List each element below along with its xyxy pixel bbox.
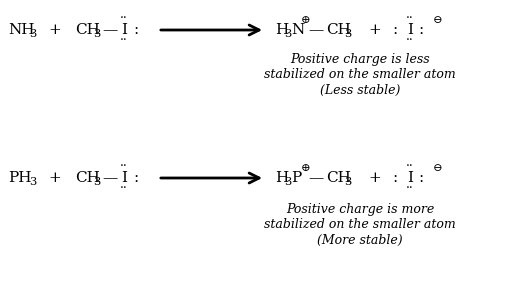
Text: ··: ·· [406,35,414,48]
Text: H: H [275,171,288,185]
Text: (Less stable): (Less stable) [320,84,400,97]
Text: :: : [133,171,138,185]
Text: I: I [121,23,127,37]
Text: NH: NH [8,23,34,37]
Text: ··: ·· [120,12,128,26]
Text: —: — [102,171,117,185]
Text: I: I [407,171,413,185]
Text: 3: 3 [344,177,351,187]
Text: 3: 3 [93,177,100,187]
Text: PH: PH [8,171,31,185]
Text: (More stable): (More stable) [317,233,403,246]
Text: ··: ·· [406,182,414,195]
Text: ··: ·· [406,160,414,173]
Text: ··: ·· [406,12,414,26]
Text: :: : [418,171,423,185]
Text: ⊕: ⊕ [301,163,311,173]
Text: :: : [392,171,397,185]
Text: 3: 3 [284,177,291,187]
Text: ⊖: ⊖ [433,15,443,25]
Text: 3: 3 [29,177,36,187]
Text: P: P [291,171,301,185]
Text: 3: 3 [93,29,100,39]
Text: ⊕: ⊕ [301,15,311,25]
Text: I: I [407,23,413,37]
Text: ··: ·· [120,35,128,48]
Text: :: : [133,23,138,37]
Text: stabilized on the smaller atom: stabilized on the smaller atom [264,68,456,81]
Text: CH: CH [326,171,351,185]
Text: +: + [49,23,61,37]
Text: +: + [49,171,61,185]
Text: 3: 3 [284,29,291,39]
Text: +: + [369,23,381,37]
Text: CH: CH [75,171,100,185]
Text: :: : [392,23,397,37]
Text: CH: CH [326,23,351,37]
Text: ⊖: ⊖ [433,163,443,173]
Text: Positive charge is less: Positive charge is less [290,53,430,66]
Text: stabilized on the smaller atom: stabilized on the smaller atom [264,218,456,231]
Text: Positive charge is more: Positive charge is more [286,204,434,217]
Text: ··: ·· [120,182,128,195]
Text: N: N [291,23,304,37]
Text: 3: 3 [344,29,351,39]
Text: —: — [102,23,117,37]
Text: I: I [121,171,127,185]
Text: +: + [369,171,381,185]
Text: H: H [275,23,288,37]
Text: —: — [308,171,323,185]
Text: ··: ·· [120,160,128,173]
Text: :: : [418,23,423,37]
Text: —: — [308,23,323,37]
Text: 3: 3 [29,29,36,39]
Text: CH: CH [75,23,100,37]
